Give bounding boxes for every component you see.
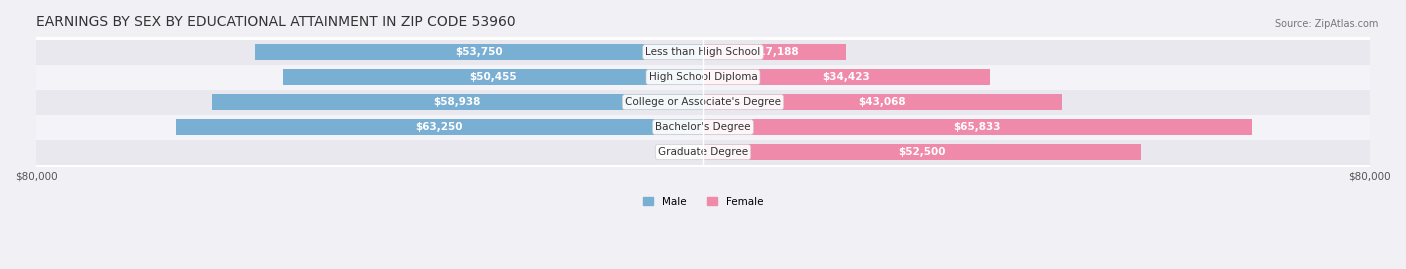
Bar [283, 69, 703, 85]
Text: Source: ZipAtlas.com: Source: ZipAtlas.com [1274, 19, 1378, 29]
Bar [703, 94, 1062, 110]
Bar [254, 44, 703, 60]
Bar [703, 119, 1251, 135]
Text: Graduate Degree: Graduate Degree [658, 147, 748, 157]
Text: $50,455: $50,455 [470, 72, 516, 82]
Bar [703, 144, 1140, 160]
Text: $52,500: $52,500 [898, 147, 945, 157]
Text: College or Associate's Degree: College or Associate's Degree [626, 97, 780, 107]
Text: $17,188: $17,188 [751, 47, 799, 57]
Text: $43,068: $43,068 [859, 97, 907, 107]
Text: $65,833: $65,833 [953, 122, 1001, 132]
Bar [37, 140, 1369, 165]
Text: Less than High School: Less than High School [645, 47, 761, 57]
Text: $53,750: $53,750 [456, 47, 503, 57]
Bar [37, 115, 1369, 140]
Bar [37, 65, 1369, 90]
Bar [212, 94, 703, 110]
Bar [176, 119, 703, 135]
Text: $63,250: $63,250 [416, 122, 463, 132]
Text: $34,423: $34,423 [823, 72, 870, 82]
Bar [703, 69, 990, 85]
Legend: Male, Female: Male, Female [638, 193, 768, 211]
Bar [703, 44, 846, 60]
Text: $58,938: $58,938 [433, 97, 481, 107]
Bar [37, 40, 1369, 65]
Text: High School Diploma: High School Diploma [648, 72, 758, 82]
Text: $0: $0 [672, 147, 686, 157]
Text: Bachelor's Degree: Bachelor's Degree [655, 122, 751, 132]
Bar [37, 90, 1369, 115]
Text: EARNINGS BY SEX BY EDUCATIONAL ATTAINMENT IN ZIP CODE 53960: EARNINGS BY SEX BY EDUCATIONAL ATTAINMEN… [37, 15, 516, 29]
